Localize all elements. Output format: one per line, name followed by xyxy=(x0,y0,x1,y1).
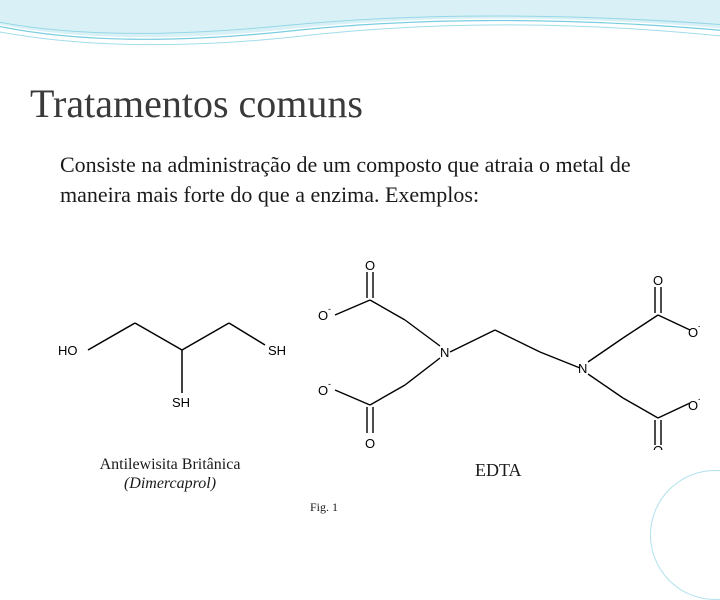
atom-n-right: N xyxy=(578,361,587,376)
atom-sh-2: SH xyxy=(172,395,190,410)
slide-title: Tratamentos comuns xyxy=(30,80,363,127)
caption-dimercaprol: Antilewisita Britânica (Dimercaprol) xyxy=(70,455,270,493)
atom-ho: HO xyxy=(58,343,78,358)
atom-o-ur: O xyxy=(653,273,663,288)
atom-ominus-ur-charge: - xyxy=(698,321,700,331)
slide-body-text: Consiste na administração de um composto… xyxy=(60,150,680,209)
figure-label: Fig. 1 xyxy=(310,500,338,515)
atom-ominus-ll: O xyxy=(318,383,328,398)
atom-ominus-ul-charge: - xyxy=(328,304,331,314)
molecule-dimercaprol: HO SH SH xyxy=(50,285,310,425)
atom-o-ul: O xyxy=(365,260,375,273)
atom-n-left: N xyxy=(440,345,449,360)
atom-o-ll: O xyxy=(365,436,375,450)
molecule-edta: N N O O O O O - O - O - O - xyxy=(310,260,700,450)
atom-sh-1: SH xyxy=(268,343,286,358)
atom-ominus-ll-charge: - xyxy=(328,379,331,389)
caption-edta: EDTA xyxy=(475,460,522,481)
slide-corner-decoration xyxy=(650,470,720,600)
atom-ominus-ur: O xyxy=(688,325,698,340)
caption-dimercaprol-line1: Antilewisita Britânica xyxy=(70,455,270,474)
caption-dimercaprol-line2: (Dimercaprol) xyxy=(70,474,270,493)
atom-ominus-lr-charge: - xyxy=(698,394,700,404)
atom-ominus-ul: O xyxy=(318,308,328,323)
slide-top-decoration xyxy=(0,0,720,60)
atom-ominus-lr: O xyxy=(688,398,698,413)
atom-o-lr: O xyxy=(653,443,663,450)
